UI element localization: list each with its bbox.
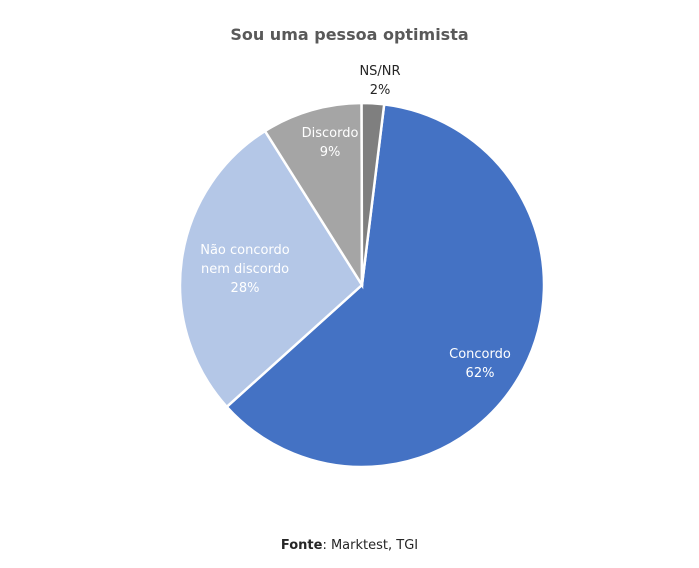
label-neutral-value: 28% [230,281,260,296]
label-ns-nr-name: NS/NR [359,64,401,79]
label-neutral-name-1: Não concordo [200,243,290,258]
label-concordo: Concordo 62% [430,345,530,383]
label-ns-nr-value: 2% [369,83,391,98]
slice-ns-nr [360,101,386,286]
label-discordo-value: 9% [319,145,341,160]
label-ns-nr: NS/NR 2% [350,62,410,100]
chart-title: Sou uma pessoa optimista [230,25,469,44]
slice-concordo [225,102,546,469]
slice-neutral [178,129,364,409]
source-label: Fonte [280,538,323,553]
label-concordo-name: Concordo [449,347,511,362]
source-text: : Marktest, TGI [322,538,419,553]
label-discordo: Discordo 9% [285,124,375,162]
slice-discordo [263,101,364,290]
label-concordo-value: 62% [465,366,495,381]
label-neutral-name-2: nem discordo [200,262,290,277]
label-discordo-name: Discordo [301,126,359,141]
label-neutral: Não concordo nem discordo 28% [180,241,310,298]
source-note: Fonte: Marktest, TGI [0,538,699,553]
